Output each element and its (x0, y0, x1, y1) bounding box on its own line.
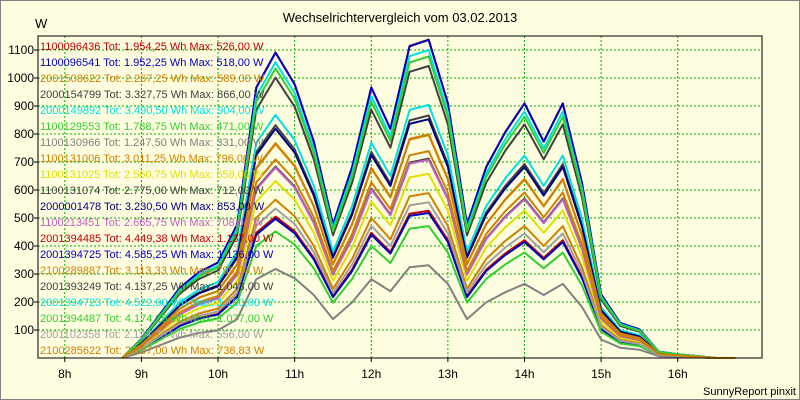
y-tick-label: 1000 (7, 71, 34, 85)
x-tick-label: 12h (361, 367, 381, 381)
y-tick-label: 800 (14, 127, 34, 141)
legend-entry-0: 1100096436 Tot: 1.954,25 Wh Max: 526,00 … (40, 41, 264, 53)
legend-entry-4: 2000149892 Tot: 3.490,50 Wh Max: 904,00 … (40, 105, 265, 117)
y-tick-label: 400 (14, 239, 34, 253)
series-line-6 (122, 264, 736, 359)
series-line-10 (121, 118, 736, 359)
legend-entry-17: 2001394487 Tot: 4.174,25 Wh Max: 1.077,0… (40, 313, 274, 325)
series-line-8 (121, 172, 736, 359)
legend-entry-1: 1100096541 Tot: 1.952,25 Wh Max: 518,00 … (40, 57, 264, 69)
x-tick-label: 14h (514, 367, 534, 381)
series-line-17 (121, 55, 736, 359)
y-tick-label: 900 (14, 99, 34, 113)
legend-entry-19: 2100285622 Tot: 2.857,00 Wh Max: 738,83 … (40, 345, 265, 357)
x-tick-label: 8h (58, 367, 71, 381)
series-line-5 (121, 225, 736, 359)
x-tick-label: 16h (668, 367, 688, 381)
legend-entry-14: 2100289887 Tot: 3.113,33 Wh Max: 799,00 … (40, 265, 264, 277)
series-line-4 (121, 103, 736, 359)
x-tick-label: 9h (135, 367, 148, 381)
legend-entry-15: 2001393249 Tot: 4.137,25 Wh Max: 1.043,0… (40, 281, 274, 293)
footer-credit: SunnyReport pinxit (703, 386, 796, 398)
legend-entry-5: 1100129553 Tot: 1.788,75 Wh Max: 471,00 … (40, 121, 264, 133)
series-line-14 (121, 133, 736, 359)
y-tick-label: 600 (14, 183, 34, 197)
y-tick-label: 100 (14, 323, 34, 337)
legend-entry-12: 2001394485 Tot: 4.449,38 Wh Max: 1.137,0… (40, 233, 274, 245)
legend-entry-13: 2001394725 Tot: 4.585,25 Wh Max: 1.136,0… (40, 249, 274, 261)
legend-entry-2: 2001508622 Tot: 2.267,25 Wh Max: 589,00 … (40, 73, 265, 85)
y-axis-unit: W (35, 16, 48, 31)
x-tick-label: 15h (591, 367, 611, 381)
y-tick-label: 700 (14, 155, 34, 169)
x-tick-label: 13h (438, 367, 458, 381)
legend-entry-9: 1100131074 Tot: 2.775,00 Wh Max: 712,00 … (40, 185, 264, 197)
legend-entry-6: 1100130966 Tot: 1.247,50 Wh Max: 331,00 … (40, 137, 264, 149)
y-tick-label: 200 (14, 295, 34, 309)
legend-entry-7: 1100131006 Tot: 3.011,25 Wh Max: 796,00 … (40, 153, 263, 165)
legend-entry-10: 2000001478 Tot: 3.230,50 Wh Max: 853,00 … (40, 201, 265, 213)
legend-entry-3: 2000154799 Tot: 3.327,75 Wh Max: 866,00 … (40, 89, 265, 101)
y-tick-label: 1100 (8, 43, 34, 57)
legend-entry-16: 2001394723 Tot: 4.522,00 Wh Max: 1.100,0… (40, 297, 274, 309)
legend-entry-8: 1100131025 Tot: 2.560,75 Wh Max: 658,00 … (40, 169, 264, 181)
y-tick-label: 500 (14, 211, 34, 225)
x-tick-label: 10h (208, 367, 228, 381)
plot-border (37, 35, 763, 359)
series-line-18 (121, 201, 736, 359)
chart-title: Wechselrichtervergleich vom 03.02.2013 (282, 10, 518, 25)
y-tick-label: 300 (14, 267, 34, 281)
legend-entry-11: 1100213451 Tot: 2.665,75 Wh Max: 708,00 … (40, 217, 264, 229)
legend-entry-18: 2001102358 Tot: 2.124,75 Wh Max: 556,00 … (40, 329, 264, 341)
series-line-19 (121, 150, 736, 359)
x-tick-label: 11h (285, 367, 304, 381)
